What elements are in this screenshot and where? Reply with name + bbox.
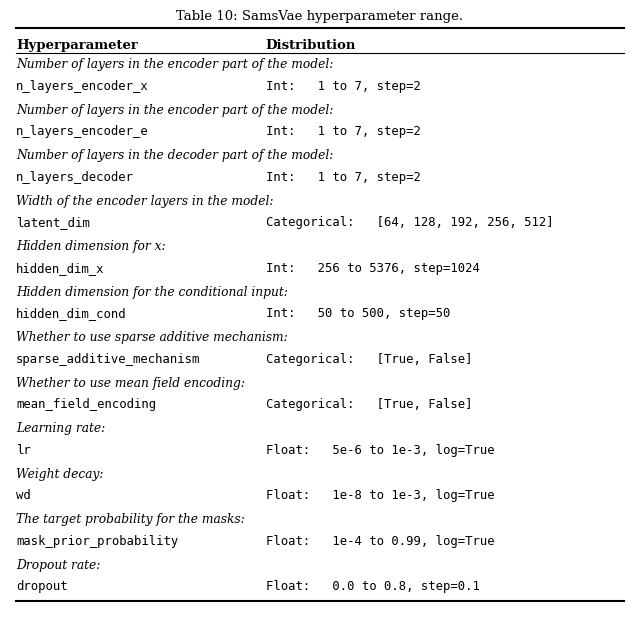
Text: Int:   50 to 500, step=50: Int: 50 to 500, step=50 (266, 307, 450, 320)
Text: Int:   1 to 7, step=2: Int: 1 to 7, step=2 (266, 125, 420, 138)
Text: Number of layers in the encoder part of the model:: Number of layers in the encoder part of … (16, 58, 333, 71)
Text: n_layers_encoder_x: n_layers_encoder_x (16, 80, 148, 93)
Text: Hidden dimension for x:: Hidden dimension for x: (16, 240, 166, 253)
Text: wd: wd (16, 489, 31, 502)
Text: Float:   5e-6 to 1e-3, log=True: Float: 5e-6 to 1e-3, log=True (266, 444, 494, 457)
Text: Table 10: SamsVae hyperparameter range.: Table 10: SamsVae hyperparameter range. (177, 10, 463, 23)
Text: n_layers_decoder: n_layers_decoder (16, 171, 134, 184)
Text: Width of the encoder layers in the model:: Width of the encoder layers in the model… (16, 195, 273, 208)
Text: Hyperparameter: Hyperparameter (16, 39, 138, 52)
Text: Number of layers in the decoder part of the model:: Number of layers in the decoder part of … (16, 149, 333, 162)
Text: mask_prior_probability: mask_prior_probability (16, 535, 179, 548)
Text: Float:   1e-4 to 0.99, log=True: Float: 1e-4 to 0.99, log=True (266, 535, 494, 548)
Text: sparse_additive_mechanism: sparse_additive_mechanism (16, 353, 200, 366)
Text: Distribution: Distribution (266, 39, 356, 52)
Text: Dropout rate:: Dropout rate: (16, 559, 100, 572)
Text: Weight decay:: Weight decay: (16, 468, 104, 481)
Text: Categorical:   [True, False]: Categorical: [True, False] (266, 353, 472, 366)
Text: mean_field_encoding: mean_field_encoding (16, 398, 156, 411)
Text: Whether to use mean field encoding:: Whether to use mean field encoding: (16, 377, 245, 390)
Text: hidden_dim_cond: hidden_dim_cond (16, 307, 127, 320)
Text: hidden_dim_x: hidden_dim_x (16, 262, 104, 275)
Text: Categorical:   [64, 128, 192, 256, 512]: Categorical: [64, 128, 192, 256, 512] (266, 216, 553, 229)
Text: Float:   1e-8 to 1e-3, log=True: Float: 1e-8 to 1e-3, log=True (266, 489, 494, 502)
Text: Whether to use sparse additive mechanism:: Whether to use sparse additive mechanism… (16, 331, 288, 344)
Text: Number of layers in the encoder part of the model:: Number of layers in the encoder part of … (16, 104, 333, 117)
Text: Hidden dimension for the conditional input:: Hidden dimension for the conditional inp… (16, 286, 288, 299)
Text: n_layers_encoder_e: n_layers_encoder_e (16, 125, 148, 138)
Text: Float:   0.0 to 0.8, step=0.1: Float: 0.0 to 0.8, step=0.1 (266, 580, 479, 593)
Text: latent_dim: latent_dim (16, 216, 90, 229)
Text: dropout: dropout (16, 580, 68, 593)
Text: lr: lr (16, 444, 31, 457)
Text: Learning rate:: Learning rate: (16, 422, 105, 435)
Text: Int:   1 to 7, step=2: Int: 1 to 7, step=2 (266, 171, 420, 184)
Text: The target probability for the masks:: The target probability for the masks: (16, 513, 244, 526)
Text: Int:   1 to 7, step=2: Int: 1 to 7, step=2 (266, 80, 420, 93)
Text: Categorical:   [True, False]: Categorical: [True, False] (266, 398, 472, 411)
Text: Int:   256 to 5376, step=1024: Int: 256 to 5376, step=1024 (266, 262, 479, 275)
